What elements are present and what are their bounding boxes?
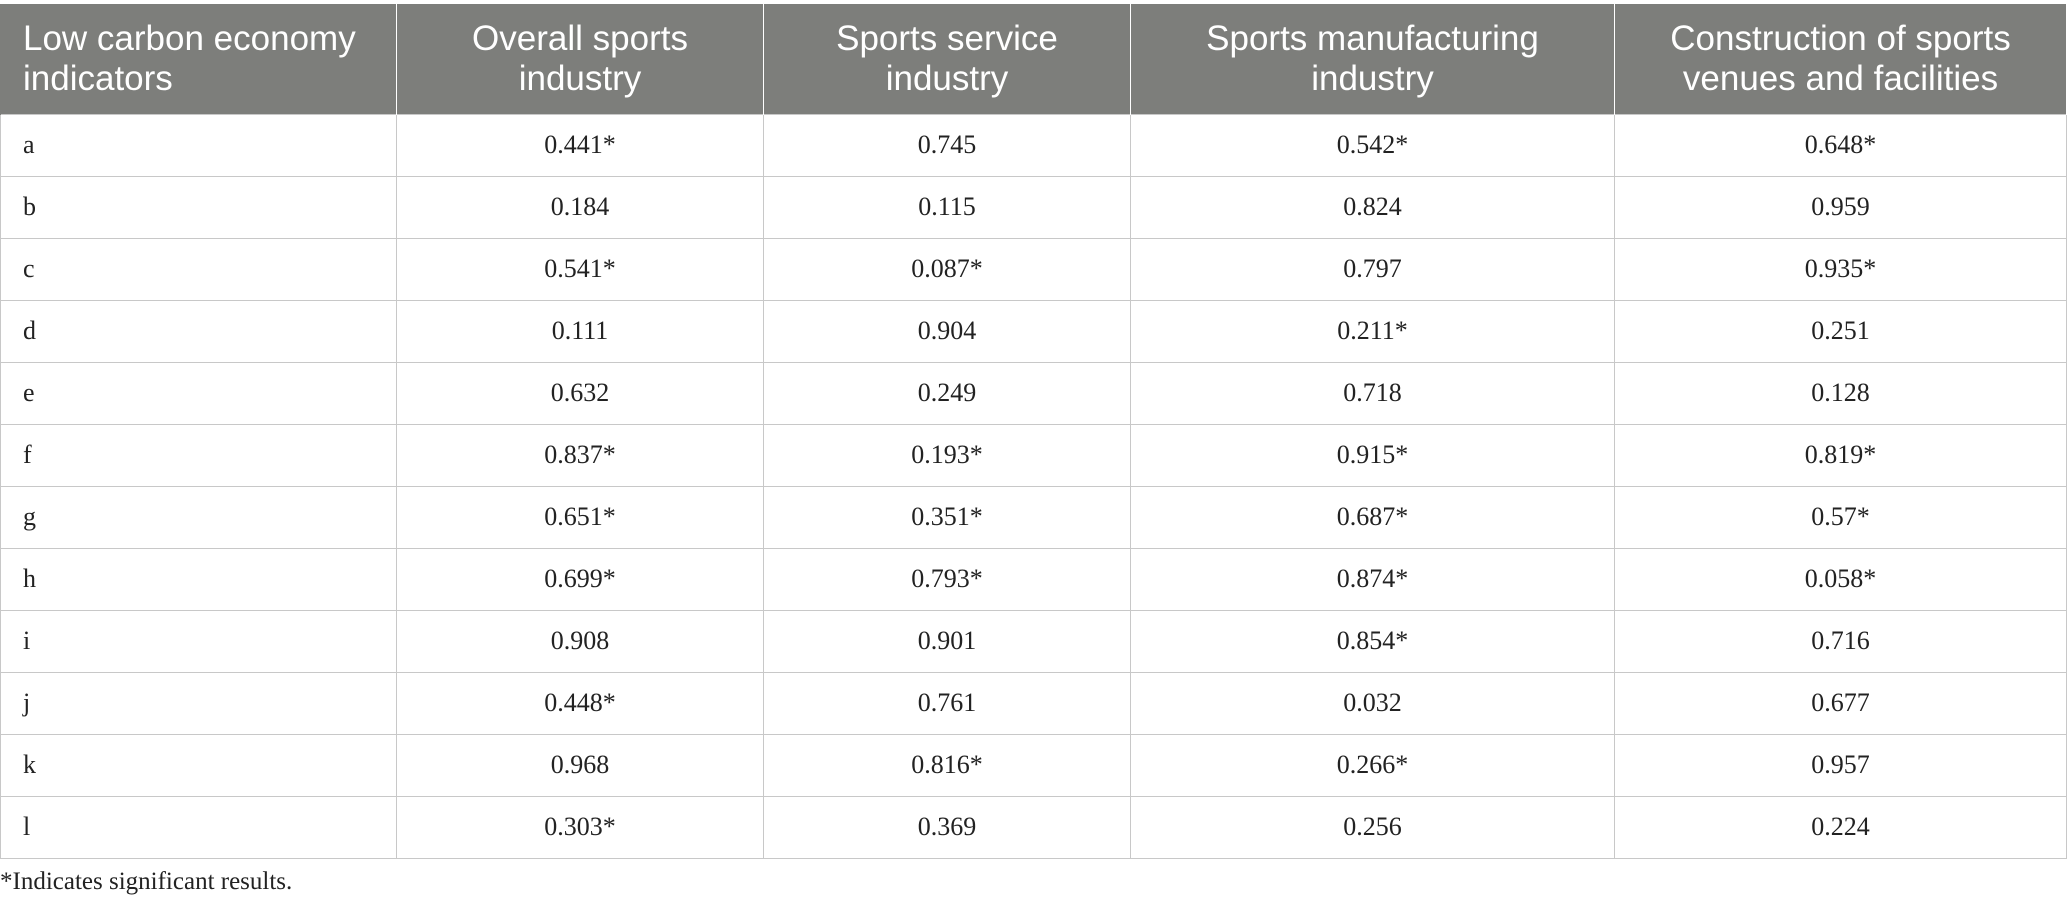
table-row: g 0.651* 0.351* 0.687* 0.57* (0, 485, 2067, 549)
header-cell: Low carbon economy indicators (0, 4, 397, 114)
value-cell: 0.718 (1130, 361, 1615, 425)
value-cell: 0.797 (1130, 237, 1615, 301)
value-cell: 0.651* (396, 485, 764, 549)
indicator-cell: b (0, 175, 397, 239)
header-cell: Overall sports industry (396, 4, 764, 114)
value-cell: 0.968 (396, 733, 764, 797)
value-cell: 0.128 (1614, 361, 2067, 425)
indicator-cell: i (0, 609, 397, 673)
value-cell: 0.854* (1130, 609, 1615, 673)
table-row: d 0.111 0.904 0.211* 0.251 (0, 299, 2067, 363)
table-footnote: *Indicates significant results. (0, 868, 293, 895)
table-header: Low carbon economy indicators Overall sp… (0, 4, 2067, 114)
value-cell: 0.874* (1130, 547, 1615, 611)
table-container: Low carbon economy indicators Overall sp… (0, 4, 2068, 859)
value-cell: 0.745 (763, 113, 1131, 177)
indicator-cell: d (0, 299, 397, 363)
indicator-cell: h (0, 547, 397, 611)
value-cell: 0.448* (396, 671, 764, 735)
value-cell: 0.761 (763, 671, 1131, 735)
value-cell: 0.819* (1614, 423, 2067, 487)
value-cell: 0.266* (1130, 733, 1615, 797)
value-cell: 0.224 (1614, 795, 2067, 859)
value-cell: 0.959 (1614, 175, 2067, 239)
value-cell: 0.032 (1130, 671, 1615, 735)
table-row: b 0.184 0.115 0.824 0.959 (0, 175, 2067, 239)
table-row: i 0.908 0.901 0.854* 0.716 (0, 609, 2067, 673)
value-cell: 0.058* (1614, 547, 2067, 611)
indicator-cell: k (0, 733, 397, 797)
table-row: h 0.699* 0.793* 0.874* 0.058* (0, 547, 2067, 611)
table-row: f 0.837* 0.193* 0.915* 0.819* (0, 423, 2067, 487)
value-cell: 0.184 (396, 175, 764, 239)
value-cell: 0.542* (1130, 113, 1615, 177)
header-cell: Sports manufacturing industry (1130, 4, 1615, 114)
value-cell: 0.957 (1614, 733, 2067, 797)
header-row: Low carbon economy indicators Overall sp… (0, 4, 2067, 114)
value-cell: 0.908 (396, 609, 764, 673)
value-cell: 0.716 (1614, 609, 2067, 673)
value-cell: 0.816* (763, 733, 1131, 797)
header-cell: Sports service industry (763, 4, 1131, 114)
value-cell: 0.541* (396, 237, 764, 301)
value-cell: 0.793* (763, 547, 1131, 611)
value-cell: 0.935* (1614, 237, 2067, 301)
indicator-cell: a (0, 113, 397, 177)
value-cell: 0.369 (763, 795, 1131, 859)
table-row: k 0.968 0.816* 0.266* 0.957 (0, 733, 2067, 797)
value-cell: 0.351* (763, 485, 1131, 549)
indicator-cell: l (0, 795, 397, 859)
value-cell: 0.837* (396, 423, 764, 487)
value-cell: 0.211* (1130, 299, 1615, 363)
table-row: c 0.541* 0.087* 0.797 0.935* (0, 237, 2067, 301)
table-body: a 0.441* 0.745 0.542* 0.648* b 0.184 0.115 0.824… (0, 113, 2067, 859)
value-cell: 0.303* (396, 795, 764, 859)
value-cell: 0.193* (763, 423, 1131, 487)
value-cell: 0.256 (1130, 795, 1615, 859)
indicator-cell: c (0, 237, 397, 301)
indicator-cell: e (0, 361, 397, 425)
value-cell: 0.632 (396, 361, 764, 425)
header-cell: Construction of sports venues and facili… (1614, 4, 2067, 114)
correlation-table: Low carbon economy indicators Overall sp… (0, 4, 2067, 859)
value-cell: 0.699* (396, 547, 764, 611)
table-row: a 0.441* 0.745 0.542* 0.648* (0, 113, 2067, 177)
indicator-cell: f (0, 423, 397, 487)
indicator-cell: g (0, 485, 397, 549)
value-cell: 0.251 (1614, 299, 2067, 363)
value-cell: 0.57* (1614, 485, 2067, 549)
value-cell: 0.441* (396, 113, 764, 177)
value-cell: 0.824 (1130, 175, 1615, 239)
value-cell: 0.115 (763, 175, 1131, 239)
value-cell: 0.901 (763, 609, 1131, 673)
table-row: e 0.632 0.249 0.718 0.128 (0, 361, 2067, 425)
table-row: j 0.448* 0.761 0.032 0.677 (0, 671, 2067, 735)
value-cell: 0.087* (763, 237, 1131, 301)
table-row: l 0.303* 0.369 0.256 0.224 (0, 795, 2067, 859)
indicator-cell: j (0, 671, 397, 735)
value-cell: 0.915* (1130, 423, 1615, 487)
value-cell: 0.904 (763, 299, 1131, 363)
value-cell: 0.687* (1130, 485, 1615, 549)
value-cell: 0.677 (1614, 671, 2067, 735)
value-cell: 0.111 (396, 299, 764, 363)
value-cell: 0.249 (763, 361, 1131, 425)
value-cell: 0.648* (1614, 113, 2067, 177)
